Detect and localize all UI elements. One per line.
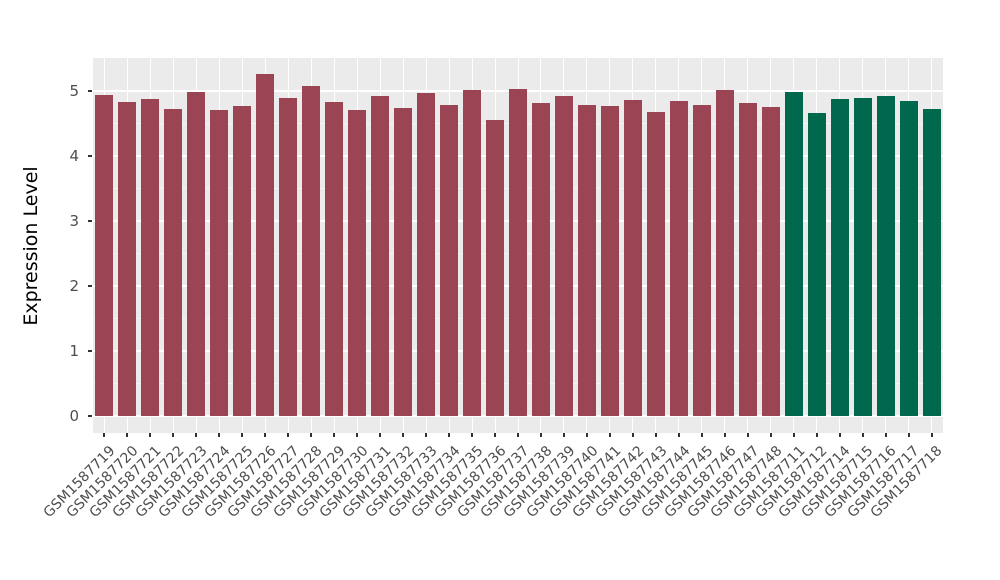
bar-GSM1587712 — [807, 113, 826, 416]
x-tick-mark — [333, 433, 336, 437]
bar-GSM1587719 — [95, 94, 114, 416]
bar-GSM1587711 — [784, 92, 803, 416]
bar-GSM1587718 — [922, 109, 941, 416]
bar-GSM1587743 — [646, 112, 665, 416]
x-tick-mark — [539, 433, 542, 437]
y-tick-mark — [88, 155, 92, 157]
y-tick-mark — [88, 285, 92, 287]
x-tick-mark — [218, 433, 221, 437]
x-tick-mark — [562, 433, 565, 437]
x-tick-mark — [815, 433, 818, 437]
x-tick-mark — [149, 433, 152, 437]
x-tick-mark — [356, 433, 359, 437]
bar-GSM1587714 — [830, 98, 849, 416]
x-tick-mark — [172, 433, 175, 437]
y-tick-label: 4 — [69, 147, 79, 165]
bar-GSM1587748 — [761, 107, 780, 416]
bar-GSM1587723 — [187, 91, 206, 416]
x-tick-mark — [241, 433, 244, 437]
bar-GSM1587746 — [715, 89, 734, 416]
y-tick-mark — [88, 350, 92, 352]
bar-GSM1587747 — [738, 102, 757, 416]
bar-GSM1587736 — [486, 120, 505, 416]
bar-GSM1587737 — [509, 89, 527, 416]
bar-GSM1587724 — [210, 109, 229, 416]
x-tick-mark — [677, 433, 680, 437]
x-tick-mark — [608, 433, 611, 437]
x-tick-mark — [402, 433, 405, 437]
y-tick-label: 0 — [69, 407, 79, 425]
bar-GSM1587716 — [876, 96, 895, 416]
bar-GSM1587733 — [417, 92, 436, 416]
x-tick-mark — [769, 433, 772, 437]
bar-GSM1587727 — [279, 98, 298, 416]
bar-GSM1587732 — [394, 107, 413, 416]
y-tick-label: 1 — [69, 342, 79, 360]
plot-panel — [93, 58, 943, 433]
bar-GSM1587729 — [325, 102, 344, 416]
x-tick-mark — [884, 433, 887, 437]
bar-GSM1587741 — [600, 105, 619, 416]
x-tick-mark — [494, 433, 497, 437]
y-tick-label: 2 — [69, 277, 79, 295]
x-tick-mark — [700, 433, 703, 437]
bar-GSM1587728 — [302, 86, 321, 416]
x-tick-mark — [723, 433, 726, 437]
bar-GSM1587738 — [531, 102, 550, 416]
y-tick-mark — [88, 220, 92, 222]
x-tick-mark — [126, 433, 129, 437]
x-tick-mark — [585, 433, 588, 437]
y-axis: 0 1 2 3 4 5 — [0, 58, 93, 433]
x-tick-mark — [930, 433, 933, 437]
bar-GSM1587742 — [623, 100, 642, 416]
bar-GSM1587735 — [463, 89, 482, 416]
x-tick-mark — [861, 433, 864, 437]
bar-GSM1587730 — [348, 109, 367, 416]
bar-GSM1587734 — [440, 105, 459, 416]
x-tick-mark — [654, 433, 657, 437]
bar-GSM1587722 — [164, 108, 183, 416]
bar-GSM1587745 — [692, 105, 711, 416]
x-tick-mark — [746, 433, 749, 437]
x-tick-mark — [425, 433, 428, 437]
bar-GSM1587739 — [554, 96, 573, 416]
x-tick-mark — [838, 433, 841, 437]
bar-GSM1587731 — [371, 96, 390, 416]
x-tick-mark — [517, 433, 519, 437]
bar-GSM1587740 — [577, 104, 596, 416]
x-tick-mark — [264, 433, 267, 437]
y-tick-label: 3 — [69, 212, 79, 230]
x-tick-mark — [103, 433, 106, 437]
x-tick-mark — [379, 433, 382, 437]
x-tick-mark — [310, 433, 313, 437]
x-tick-mark — [471, 433, 474, 437]
x-tick-mark — [907, 433, 910, 437]
bar-GSM1587726 — [256, 74, 275, 416]
x-axis: GSM1587719 GSM1587720 GSM1587721 GSM1587722… — [41, 433, 946, 578]
bar-GSM1587725 — [233, 105, 252, 416]
x-tick-mark — [195, 433, 198, 437]
bar-GSM1587720 — [118, 102, 137, 416]
bar-GSM1587744 — [669, 100, 688, 416]
bar-GSM1587715 — [853, 97, 872, 416]
y-tick-mark — [88, 90, 92, 92]
bar-GSM1587717 — [899, 100, 918, 416]
y-tick-mark — [88, 415, 92, 417]
x-tick-mark — [792, 433, 795, 437]
x-tick-mark — [631, 433, 634, 437]
x-tick-mark — [287, 433, 290, 437]
bar-GSM1587721 — [141, 98, 160, 416]
x-tick-mark — [448, 433, 451, 437]
y-tick-label: 5 — [69, 82, 79, 100]
